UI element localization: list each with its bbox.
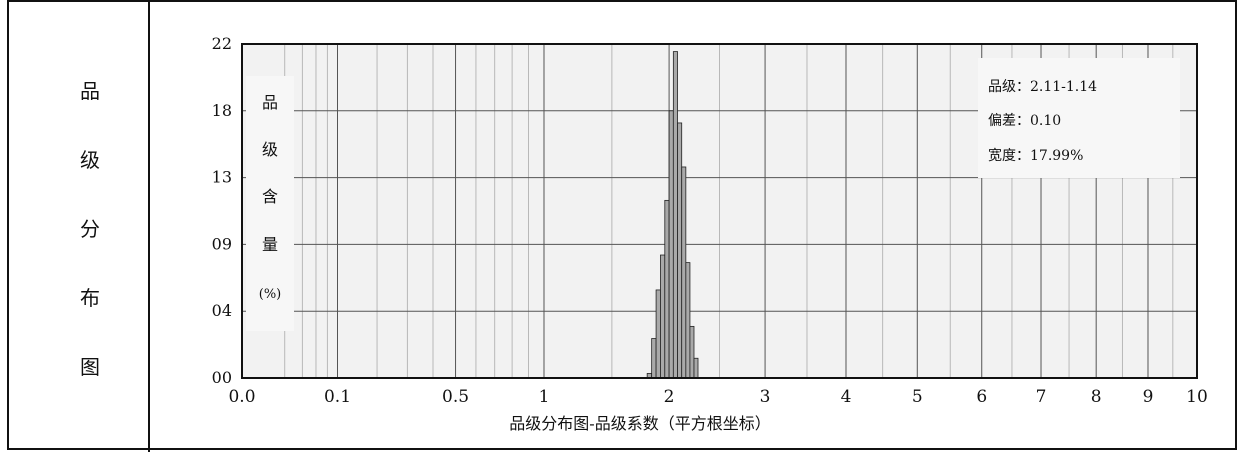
section-label-char: 品 [80, 79, 100, 103]
annotation-deviation: 偏差：0.10 [988, 113, 1061, 129]
histogram-bar [651, 338, 657, 379]
histogram-bar [660, 254, 666, 379]
y-tick-label: 09 [212, 234, 232, 253]
x-tick-label: 4 [841, 387, 852, 407]
section-label-char: 布 [80, 286, 100, 310]
x-tick-label: 8 [1091, 387, 1102, 407]
section-label-char: 分 [80, 217, 100, 241]
y-tick-label: 00 [212, 368, 232, 387]
y-axis-label-char: 级 [262, 140, 278, 159]
x-tick-label: 3 [760, 387, 771, 407]
annotation-width: 宽度：17.99% [988, 147, 1083, 164]
histogram-bar [685, 262, 691, 379]
x-tick-label: 1 [539, 387, 550, 407]
x-axis-label: 品级分布图-品级系数（平方根坐标） [509, 414, 770, 433]
plot-border [241, 43, 1198, 379]
x-tick-label: 0.0 [228, 387, 255, 407]
section-label: 品 级 分 布 图 [40, 62, 140, 407]
histogram-bar [677, 122, 683, 379]
histogram-bar [693, 357, 699, 379]
annotation-grade: 品级：2.11-1.14 [988, 79, 1097, 95]
y-tick-labels: 00 04 09 13 18 22 [212, 34, 232, 387]
annotation-text: 品级：2.11-1.14 偏差：0.10 宽度：17.99% [988, 79, 1097, 164]
y-tick-label: 04 [212, 301, 232, 320]
histogram-bar [689, 325, 695, 379]
x-tick-label: 10 [1186, 387, 1208, 407]
y-tick-label: 22 [212, 34, 232, 53]
histogram-bar [681, 166, 687, 379]
y-tick-label: 13 [212, 168, 232, 187]
x-tick-label: 5 [912, 387, 923, 407]
x-tick-label: 0.5 [442, 387, 469, 407]
y-axis-label: 品 级 含 量 (%) [259, 93, 282, 302]
panel-frame [7, 0, 1237, 450]
histogram-bar [664, 199, 670, 379]
y-tick-label: 18 [212, 101, 232, 120]
x-tick-label: 7 [1036, 387, 1047, 407]
x-tick-label: 6 [976, 387, 987, 407]
y-axis-label-char: 含 [262, 187, 278, 206]
histogram-bar [655, 289, 661, 379]
histogram-bar [668, 110, 674, 379]
section-label-char: 级 [80, 148, 100, 172]
histogram-bar [672, 51, 678, 379]
x-tick-labels: 0.0 0.1 0.5 1 2 3 4 5 6 7 8 9 10 [228, 387, 1207, 407]
x-tick-label: 9 [1143, 387, 1154, 407]
x-tick-label: 0.1 [324, 387, 351, 407]
y-axis-label-char: (%) [259, 287, 282, 302]
y-axis-label-box [246, 76, 294, 331]
panel-divider [148, 0, 150, 452]
y-axis-label-char: 品 [262, 93, 278, 112]
annotation-box [978, 58, 1180, 178]
x-tick-label: 2 [664, 387, 675, 407]
y-axis-label-char: 量 [262, 235, 278, 254]
section-label-char: 图 [80, 355, 100, 379]
